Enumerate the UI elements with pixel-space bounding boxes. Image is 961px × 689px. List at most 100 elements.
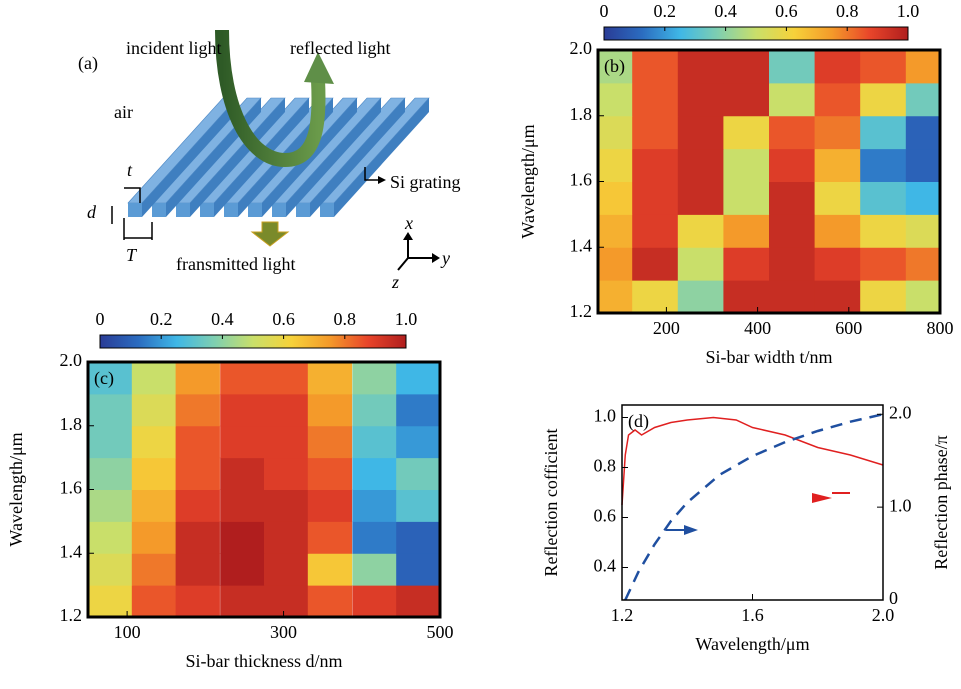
bar-front xyxy=(128,203,142,217)
heat-cell xyxy=(396,425,441,459)
colorbar-label: 1.0 xyxy=(897,1,920,21)
bar-front xyxy=(248,203,262,217)
heat-cell xyxy=(905,148,941,182)
heat-cell xyxy=(396,553,441,586)
heat-cell xyxy=(723,50,770,84)
heat-cell xyxy=(175,425,220,459)
heat-cell xyxy=(307,457,353,490)
panel-label: (c) xyxy=(94,368,114,389)
heat-cell xyxy=(677,115,724,150)
heat-cell xyxy=(396,362,441,395)
heat-cell xyxy=(352,425,397,459)
transmitted-arrow xyxy=(250,221,290,247)
heat-cell xyxy=(220,425,265,459)
heat-cell xyxy=(88,521,133,554)
y-tick-label: 1.8 xyxy=(60,414,83,434)
heat-cell xyxy=(264,457,309,490)
heat-cell xyxy=(860,148,907,182)
heat-cell xyxy=(598,148,633,182)
heat-cell xyxy=(220,553,265,586)
heat-cell xyxy=(131,521,177,554)
heat-cell xyxy=(131,362,177,395)
heat-cell xyxy=(598,82,633,117)
heat-cell xyxy=(632,115,679,150)
heat-cell xyxy=(307,489,353,522)
x-tick-label: 800 xyxy=(927,318,954,338)
heat-cell xyxy=(264,425,309,459)
y2-tick-label: 1.0 xyxy=(889,495,912,515)
y-tick-label: 1.0 xyxy=(594,406,617,426)
heat-cell xyxy=(396,489,441,522)
heat-cell xyxy=(860,214,907,248)
heat-cell xyxy=(723,214,770,248)
heat-cell xyxy=(632,214,679,248)
x-axis-label: Si-bar width t/nm xyxy=(706,347,833,367)
label: reflected light xyxy=(290,38,390,58)
heat-cell xyxy=(814,148,861,182)
heat-cell xyxy=(307,425,353,459)
heat-cell xyxy=(131,585,177,618)
bar-side xyxy=(190,98,285,217)
y-tick-label: 0.8 xyxy=(594,456,617,476)
y-axis-label: Wavelength/μm xyxy=(6,432,26,546)
y-tick-label: 0.6 xyxy=(594,506,617,526)
x-tick-label: 300 xyxy=(270,622,297,642)
heat-cell xyxy=(175,553,220,586)
heat-cell xyxy=(632,82,679,117)
heat-cell xyxy=(352,553,397,586)
heat-cell xyxy=(814,280,861,314)
colorbar-label: 0 xyxy=(96,309,105,329)
heat-cell xyxy=(769,247,816,281)
heat-cell xyxy=(396,393,441,427)
heat-cell xyxy=(905,82,941,117)
heat-cell xyxy=(396,521,441,554)
heat-cell xyxy=(307,393,353,427)
heat-cell xyxy=(632,50,679,84)
heat-cell xyxy=(723,82,770,117)
series-line xyxy=(621,416,884,506)
colorbar xyxy=(603,26,909,41)
x-axis-label: Si-bar thickness d/nm xyxy=(186,651,343,671)
y-tick-label: 1.6 xyxy=(60,478,83,498)
heat-cell xyxy=(264,585,309,618)
diagram: (a) incident light reflected light air S… xyxy=(78,29,461,292)
heat-cell xyxy=(769,181,816,215)
heat-cell xyxy=(307,585,353,618)
heat-cell xyxy=(88,585,133,618)
plot-frame xyxy=(621,404,884,601)
heat-cell xyxy=(352,521,397,554)
heat-cell xyxy=(396,457,441,490)
heat-cell xyxy=(264,521,309,554)
x-tick-label: 1.2 xyxy=(611,605,634,625)
heat-cell xyxy=(598,214,633,248)
heat-cell xyxy=(88,457,133,490)
colorbar-label: 0.8 xyxy=(334,309,357,329)
heat-cell xyxy=(352,585,397,618)
heat-cell xyxy=(307,553,353,586)
heat-cell xyxy=(677,181,724,215)
heat-cell xyxy=(860,247,907,281)
heat-cell xyxy=(88,425,133,459)
colorbar-label: 0.2 xyxy=(654,1,677,21)
heat-cell xyxy=(220,521,265,554)
y-tick-label: 1.4 xyxy=(570,235,593,255)
y-tick-label: 1.6 xyxy=(570,170,593,190)
x-tick-label: 400 xyxy=(744,318,771,338)
heat-cell xyxy=(723,115,770,150)
heat-cell xyxy=(598,50,633,84)
heat-cell xyxy=(769,214,816,248)
heat-cell xyxy=(632,280,679,314)
heat-cell xyxy=(905,115,941,150)
heat-cell xyxy=(396,585,441,618)
heat-cell xyxy=(769,82,816,117)
arrow-right xyxy=(684,525,698,535)
heat-cell xyxy=(220,457,265,490)
y2-tick-label: 0 xyxy=(889,588,898,608)
heat-cell xyxy=(598,181,633,215)
heat-cell xyxy=(677,247,724,281)
y-axis-label: Wavelength/μm xyxy=(518,124,538,238)
y-tick-label: 1.4 xyxy=(60,541,83,561)
x-axis-label: Wavelength/μm xyxy=(695,634,809,654)
incident-arrow xyxy=(215,29,326,168)
